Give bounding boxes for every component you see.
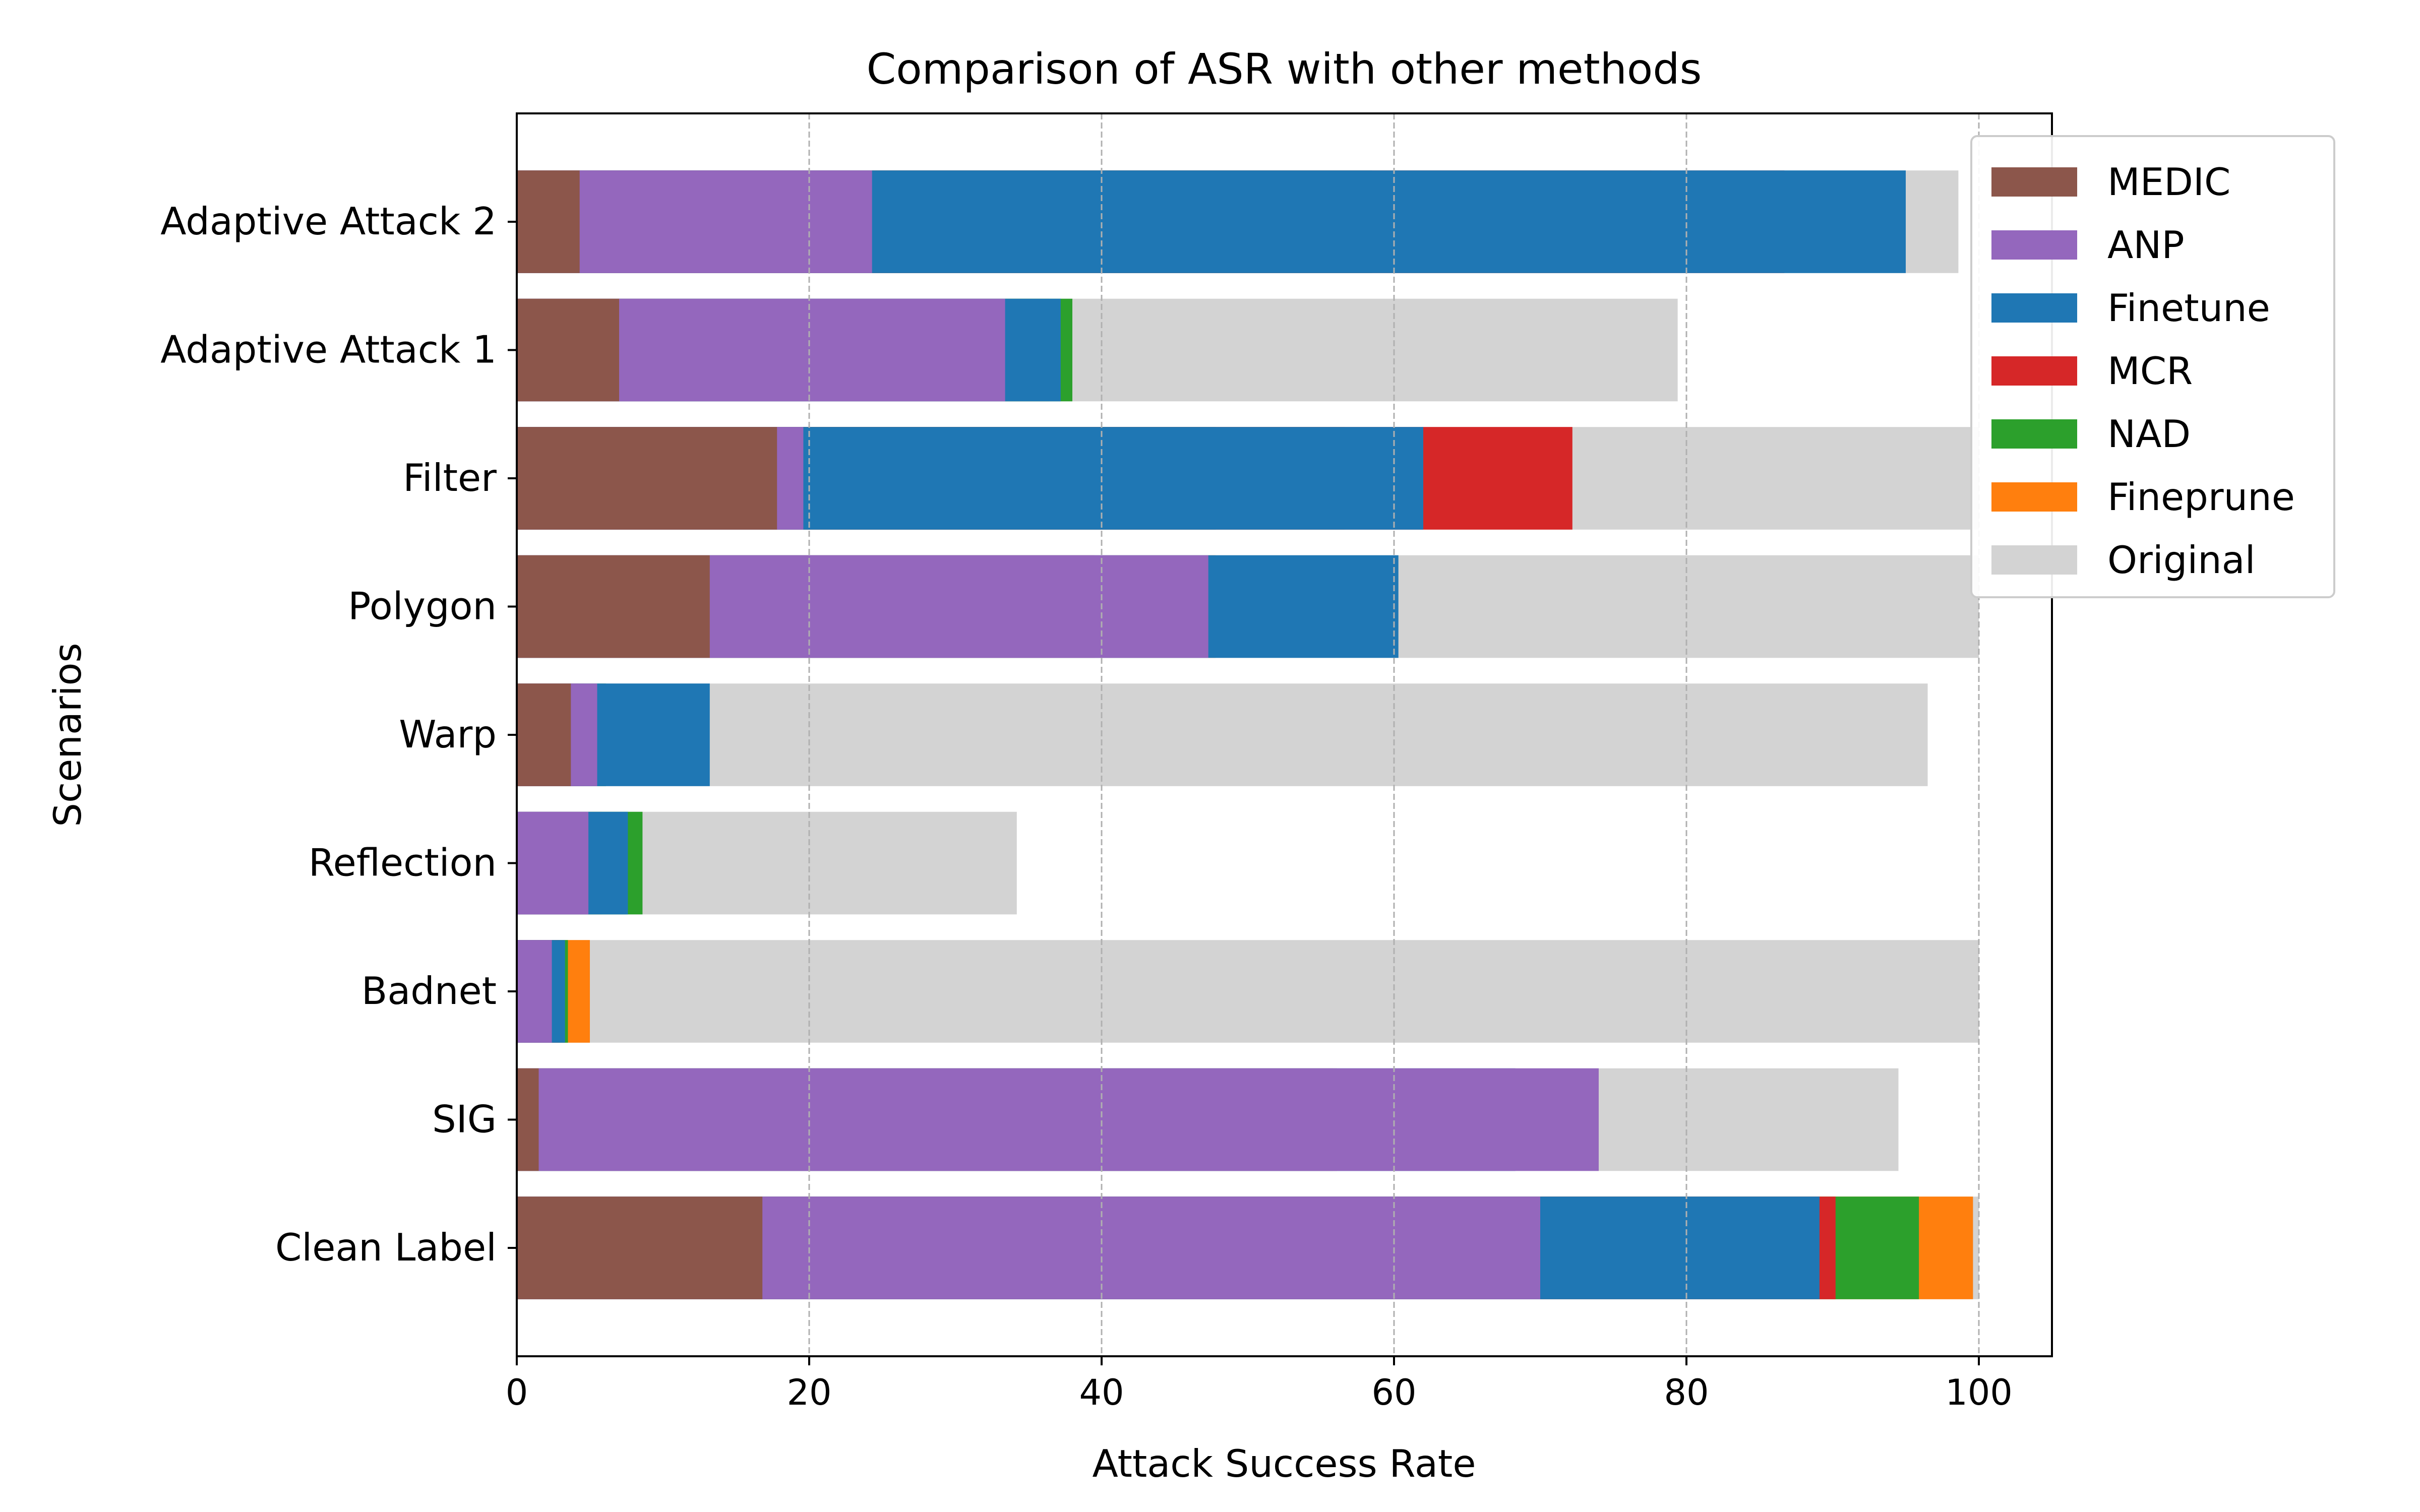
legend-label-finetune: Finetune [2107,286,2270,330]
legend-label-nad: NAD [2107,412,2191,456]
y-tick-label: Filter [403,456,497,500]
legend-swatch-mcr [1991,356,2077,386]
legend-swatch-finetune [1991,293,2077,323]
y-tick-label: Warp [399,712,497,757]
bar-original-badnet [517,940,1979,1043]
y-tick-label: Adaptive Attack 1 [160,328,497,372]
bar-anp-reflection [517,811,589,915]
legend-label-mcr: MCR [2107,349,2193,393]
legend-label-medic: MEDIC [2107,160,2230,204]
legend-swatch-fineprune [1991,482,2077,512]
bar-anp-sig [517,1068,1599,1171]
x-tick-label: 20 [786,1372,831,1413]
x-tick-label: 40 [1079,1372,1124,1413]
y-tick-label: Adaptive Attack 2 [160,199,497,243]
bar-medic-clean-label [517,1196,763,1299]
x-tick-label: 100 [1945,1372,2013,1413]
bar-medic-sig [517,1068,539,1171]
x-tick-label: 0 [506,1372,528,1413]
bars-layer [517,170,1979,1299]
axis-layer: 0 20 40 60 80 100 Clean Label SIG Badnet Reflecti… [160,199,2013,1413]
chart-title: Comparison of ASR with other methods [867,44,1702,94]
legend-label-fineprune: Fineprune [2107,475,2295,519]
legend-label-anp: ANP [2107,223,2185,267]
legend-swatch-nad [1991,419,2077,449]
bar-medic-filter [517,427,777,530]
y-tick-label: Clean Label [275,1225,497,1270]
legend-swatch-medic [1991,167,2077,197]
grid-layer [808,113,1980,1356]
legend-label-original: Original [2107,538,2255,582]
legend: MEDIC ANP Finetune MCR NAD Fineprune Original [1970,135,2335,598]
y-tick-label: Badnet [361,969,497,1013]
legend-swatch-original [1991,545,2077,575]
x-tick-label: 80 [1664,1372,1709,1413]
bar-original-warp [517,683,1928,786]
bar-medic-polygon [517,555,710,658]
legend-swatch-anp [1991,230,2077,260]
bar-medic-adaptive-attack-2 [517,170,580,273]
bar-medic-adaptive-attack-1 [517,298,619,402]
bar-anp-badnet [517,940,552,1043]
x-axis-label: Attack Success Rate [1093,1441,1476,1486]
y-tick-label: Polygon [348,584,497,628]
bar-medic-warp [517,683,571,786]
y-tick-label: Reflection [309,841,497,885]
x-tick-label: 60 [1371,1372,1416,1413]
y-axis-label: Scenarios [45,643,90,827]
y-tick-label: SIG [432,1097,497,1142]
